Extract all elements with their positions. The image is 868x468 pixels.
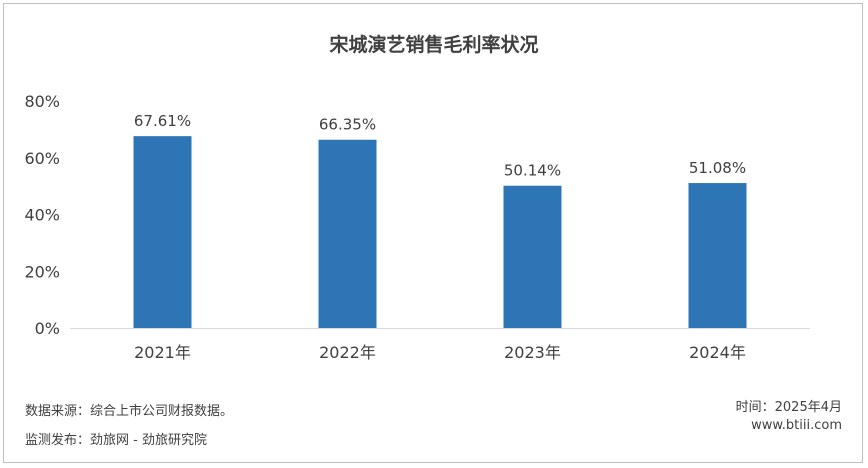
publish-time: 时间：2025年4月	[735, 400, 842, 415]
y-tick-label: 0%	[35, 319, 60, 338]
y-tick-label: 80%	[24, 92, 60, 111]
bar	[503, 185, 562, 328]
x-tick-label: 2023年	[504, 343, 561, 362]
x-tick-label: 2022年	[319, 343, 376, 362]
y-tick-label: 60%	[24, 149, 60, 168]
data-label: 50.14%	[504, 162, 561, 180]
data-label: 66.35%	[319, 116, 376, 134]
y-tick-label: 20%	[24, 262, 60, 281]
website-url: www.btiii.com	[751, 418, 842, 433]
bar	[318, 139, 377, 328]
y-tick-label: 40%	[24, 206, 60, 225]
data-source-note: 数据来源：综合上市公司财报数据。	[25, 404, 234, 419]
bar	[133, 136, 192, 328]
data-label: 67.61%	[134, 112, 191, 130]
bar	[688, 183, 747, 328]
data-label: 51.08%	[689, 159, 746, 177]
publisher-note: 监测发布：劲旅网 - 劲旅研究院	[25, 433, 207, 448]
chart-title: 宋城演艺销售毛利率状况	[329, 34, 539, 56]
x-tick-label: 2024年	[689, 343, 746, 362]
x-tick-label: 2021年	[134, 343, 191, 362]
